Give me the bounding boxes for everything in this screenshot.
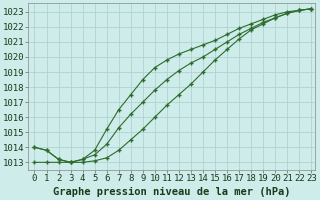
X-axis label: Graphe pression niveau de la mer (hPa): Graphe pression niveau de la mer (hPa) xyxy=(53,187,291,197)
